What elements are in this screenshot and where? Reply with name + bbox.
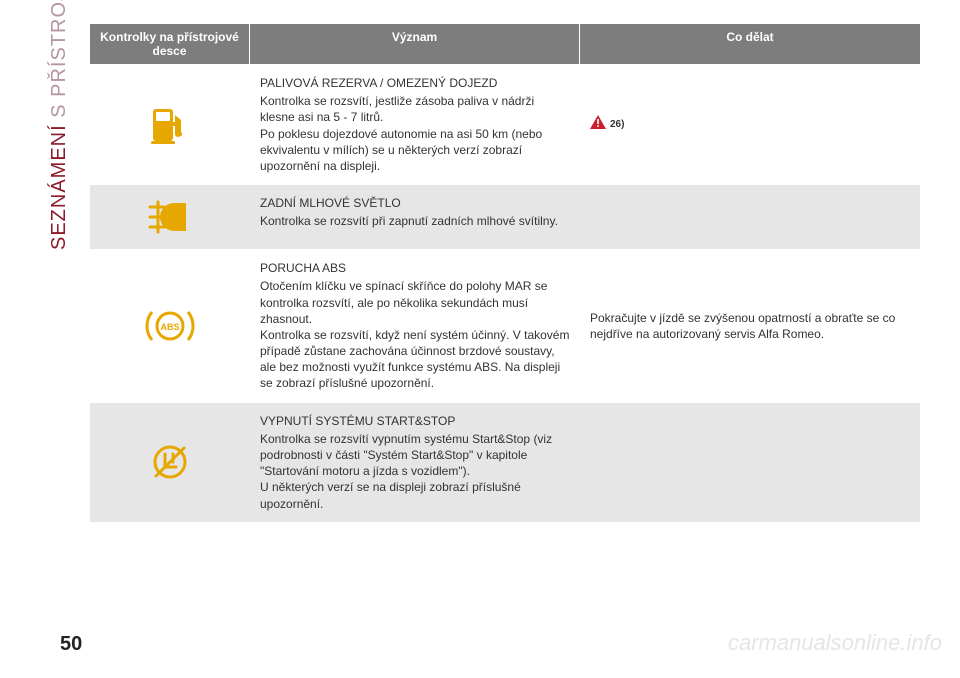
section-title: SEZNÁMENÍ S PŘÍSTROJOVOU DESKOU (48, 0, 71, 250)
action-cell (580, 403, 920, 522)
action-cell: 26) (580, 65, 920, 184)
table-row: ZADNÍ MLHOVÉ SVĚTLO Kontrolka se rozsvít… (90, 184, 920, 249)
row-title: PALIVOVÁ REZERVA / OMEZENÝ DOJEZD (260, 75, 570, 91)
action-cell: Pokračujte v jízdě se zvýšenou opatrnost… (580, 250, 920, 402)
action-text: Pokračujte v jízdě se zvýšenou opatrnost… (590, 310, 910, 342)
startstop-off-icon (142, 440, 198, 484)
row-title: VYPNUTÍ SYSTÉMU START&STOP (260, 413, 570, 429)
page-number: 50 (60, 633, 82, 656)
row-body: Kontrolka se rozsvítí vypnutím systému S… (260, 432, 552, 511)
meaning-cell: PALIVOVÁ REZERVA / OMEZENÝ DOJEZD Kontro… (250, 65, 580, 184)
table-row: PALIVOVÁ REZERVA / OMEZENÝ DOJEZD Kontro… (90, 64, 920, 184)
indicator-table: Kontrolky na přístrojové desce Význam Co… (90, 24, 920, 522)
icon-cell (90, 185, 250, 249)
meaning-cell: PORUCHA ABS Otočením klíčku ve spínací s… (250, 250, 580, 402)
fuel-icon (142, 103, 198, 147)
table-header: Kontrolky na přístrojové desce Význam Co… (90, 24, 920, 64)
icon-cell (90, 403, 250, 522)
rear-fog-icon (142, 195, 198, 239)
icon-cell (90, 65, 250, 184)
table-row: VYPNUTÍ SYSTÉMU START&STOP Kontrolka se … (90, 402, 920, 522)
row-title: PORUCHA ABS (260, 260, 570, 276)
row-body: Otočením klíčku ve spínací skříňce do po… (260, 279, 569, 390)
meaning-cell: VYPNUTÍ SYSTÉMU START&STOP Kontrolka se … (250, 403, 580, 522)
icon-cell: ABS (90, 250, 250, 402)
table-row: ABS PORUCHA ABS Otočením klíčku ve spína… (90, 249, 920, 402)
abs-icon: ABS (142, 304, 198, 348)
action-cell (580, 185, 920, 249)
warning-icon (590, 115, 606, 133)
header-col1: Kontrolky na přístrojové desce (90, 24, 250, 64)
row-title: ZADNÍ MLHOVÉ SVĚTLO (260, 195, 570, 211)
header-col3: Co dělat (580, 24, 920, 64)
svg-text:ABS: ABS (160, 322, 179, 332)
row-body: Kontrolka se rozsvítí, jestliže zásoba p… (260, 94, 542, 173)
row-body: Kontrolka se rozsvítí při zapnutí zadníc… (260, 214, 558, 228)
header-col2: Význam (250, 24, 580, 64)
watermark: carmanualsonline.info (728, 630, 942, 656)
action-note: 26) (610, 118, 624, 132)
meaning-cell: ZADNÍ MLHOVÉ SVĚTLO Kontrolka se rozsvít… (250, 185, 580, 249)
